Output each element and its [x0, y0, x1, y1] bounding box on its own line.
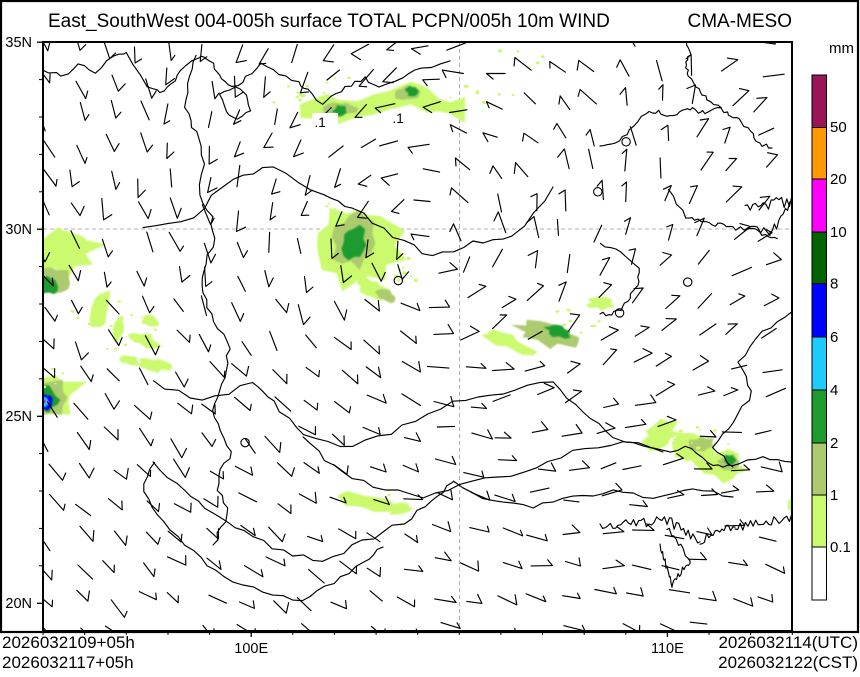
svg-text:0.1: 0.1 — [830, 539, 851, 556]
svg-text:.1: .1 — [315, 115, 326, 130]
svg-text:50: 50 — [830, 119, 847, 136]
svg-text:.1: .1 — [393, 111, 404, 126]
svg-text:1: 1 — [830, 487, 838, 504]
svg-text:2: 2 — [830, 435, 838, 452]
svg-text:2026032109+05h: 2026032109+05h — [2, 633, 135, 652]
svg-text:20N: 20N — [5, 596, 32, 612]
svg-text:2026032117+05h: 2026032117+05h — [2, 653, 134, 672]
svg-text:2026032114(UTC): 2026032114(UTC) — [718, 633, 858, 652]
svg-text:4: 4 — [830, 382, 838, 399]
svg-text:100E: 100E — [234, 641, 268, 657]
svg-text:30N: 30N — [5, 222, 32, 238]
svg-text:2026032122(CST): 2026032122(CST) — [718, 653, 858, 672]
svg-text:6: 6 — [830, 329, 838, 346]
svg-text:10: 10 — [830, 224, 847, 241]
svg-text:East_SouthWest 004-005h surfac: East_SouthWest 004-005h surface TOTAL PC… — [48, 11, 610, 32]
svg-text:20: 20 — [830, 171, 847, 188]
svg-text:8: 8 — [830, 276, 838, 293]
svg-text:25N: 25N — [5, 409, 32, 425]
svg-text:mm: mm — [829, 40, 854, 57]
svg-text:35N: 35N — [5, 35, 32, 51]
svg-text:CMA-MESO: CMA-MESO — [688, 11, 793, 32]
svg-text:110E: 110E — [651, 641, 684, 657]
